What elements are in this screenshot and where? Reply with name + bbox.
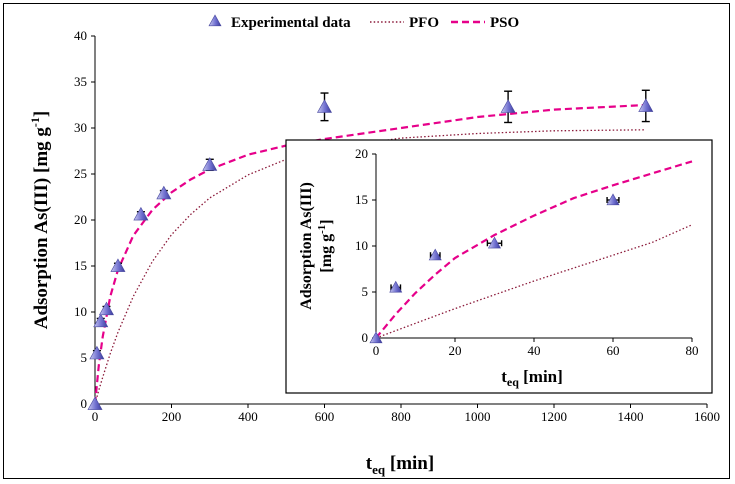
main-y-tick-label: 5 <box>81 350 88 365</box>
inset-frame <box>285 139 713 394</box>
legend-label: Experimental data <box>231 15 351 31</box>
inset-y-tick-label: 5 <box>362 284 369 299</box>
inset-data-point <box>369 331 383 344</box>
main-x-tick-label: 1200 <box>541 409 567 424</box>
main-data-point <box>133 206 149 221</box>
main-data-point <box>110 258 126 272</box>
legend-label: PSO <box>490 15 519 31</box>
main-y-tick-label: 35 <box>74 74 87 89</box>
main-x-tick-label: 800 <box>391 409 411 424</box>
main-pso-curve <box>93 103 646 405</box>
inset-y-tick-label: 20 <box>355 146 368 161</box>
legend: Experimental data PFO PSO <box>208 14 519 31</box>
main-data-point <box>89 345 105 360</box>
inset-x-tick-label: 20 <box>449 343 462 358</box>
inset-data-point <box>487 236 502 249</box>
main-y-tick-label: 10 <box>74 304 87 319</box>
main-x-axis-label: teq [min] <box>366 453 434 477</box>
inset-data-point <box>428 248 442 261</box>
main-y-axis-label: Adsorption As(III) [mg g-1] <box>28 111 52 330</box>
main-data-point <box>500 99 516 113</box>
main-x-tick-label: 0 <box>92 409 99 424</box>
inset-y-axis-label: Adsorption As(III) <box>298 182 315 310</box>
main-y-tick-label: 15 <box>74 258 87 273</box>
inset-y-tick-label: 0 <box>362 330 369 345</box>
main-x-tick-label: 200 <box>162 409 182 424</box>
main-data-point <box>87 396 103 410</box>
inset-data-point <box>606 193 620 206</box>
legend-marker-icon <box>208 14 222 27</box>
inset-panel: 0 20 40 60 80 0 5 10 15 20 <box>355 146 699 358</box>
main-y-tick-label: 20 <box>74 212 87 227</box>
main-pfo-curve <box>94 129 646 405</box>
inset-data-point <box>389 280 403 293</box>
inset-x-tick-label: 80 <box>686 343 699 358</box>
main-data-point <box>98 301 114 316</box>
inset-x-tick-label: 60 <box>607 343 620 358</box>
main-data-point <box>93 313 109 328</box>
main-y-tick-label: 25 <box>74 166 87 181</box>
inset-pfo-curve <box>375 224 693 339</box>
main-x-tick-label: 400 <box>238 409 258 424</box>
main-data-point <box>316 99 333 113</box>
main-y-tick-label: 40 <box>74 28 87 43</box>
inset-x-tick-label: 0 <box>373 343 380 358</box>
main-x-tick-label: 600 <box>315 409 335 424</box>
main-data-point <box>638 98 654 112</box>
legend-label: PFO <box>409 15 439 31</box>
main-data-point <box>202 157 218 171</box>
main-x-tick-label: 1000 <box>465 409 491 424</box>
main-panel: 0 200 400 600 800 1000 1200 1400 160005101520253… <box>74 28 720 424</box>
main-x-tick-label: 1400 <box>618 409 644 424</box>
inset-pso-curve <box>375 160 693 339</box>
main-y-tick-label: 30 <box>74 120 87 135</box>
inset-x-axis-label: teq [min] <box>501 367 563 389</box>
main-data-point <box>156 185 172 200</box>
main-y-tick-label: 0 <box>81 396 88 411</box>
main-x-tick-label: 1600 <box>694 409 720 424</box>
inset-y-tick-label: 10 <box>355 238 368 253</box>
inset-y-axis-unit: [mg g-1] <box>316 219 335 272</box>
inset-x-tick-label: 40 <box>528 343 541 358</box>
inset-y-tick-label: 15 <box>355 192 368 207</box>
